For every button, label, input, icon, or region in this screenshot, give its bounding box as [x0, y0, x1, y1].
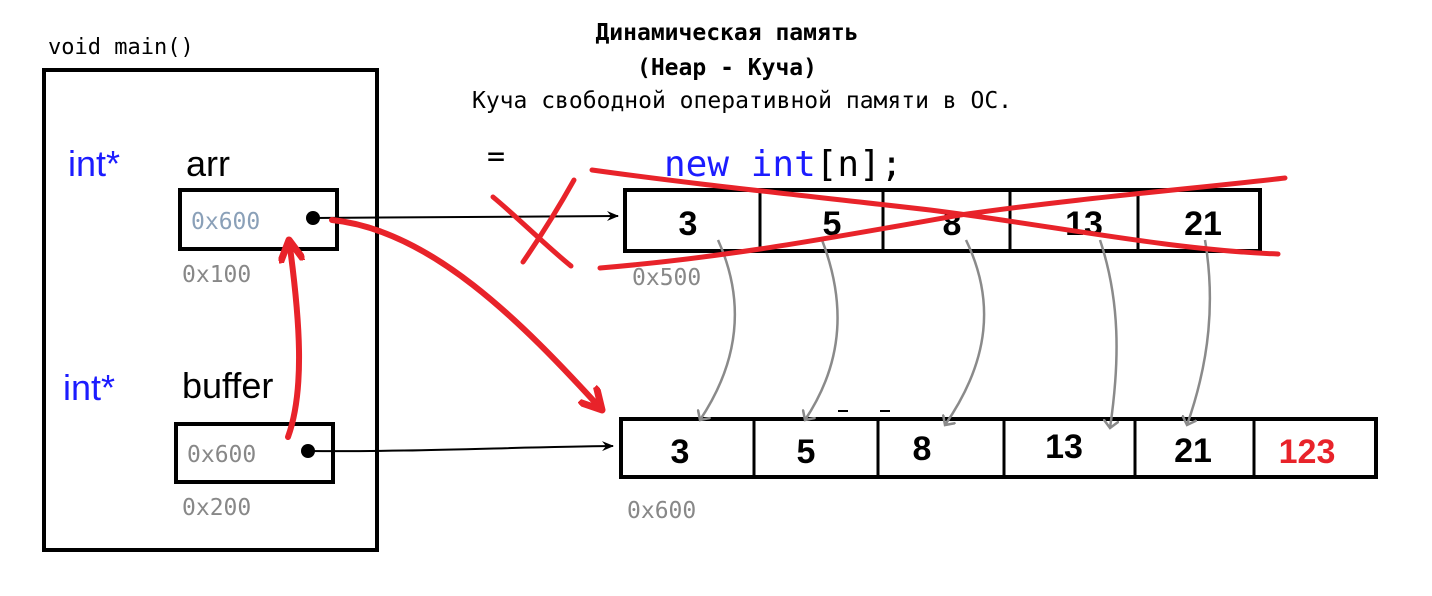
keyword-new: new: [664, 144, 729, 185]
buffer-address: 0x200: [182, 495, 251, 521]
assign-equals: =: [487, 139, 505, 174]
copy-arrow: [1098, 239, 1117, 428]
new-cell-value: 3: [671, 433, 690, 471]
cross-out-old-array: [597, 175, 1288, 271]
arr-address: 0x100: [182, 262, 251, 288]
copy-arrow: [805, 239, 839, 420]
buffer-pointer-arrow: [307, 441, 614, 453]
keyword-int: int: [751, 144, 816, 185]
new-array-box: [619, 417, 1378, 479]
old-cell-value: 21: [1184, 205, 1222, 243]
copy-arrow: [1187, 239, 1212, 425]
copy-arrow: [700, 239, 737, 420]
stack-frame: [42, 68, 379, 552]
new-cell-value-highlight: 123: [1279, 433, 1336, 471]
new-array-address: 0x600: [627, 498, 696, 524]
new-cell-value: 21: [1174, 432, 1212, 470]
expression-rest: [n];: [816, 144, 903, 185]
old-array-box: [623, 188, 1262, 253]
new-cell-value: 13: [1045, 428, 1083, 466]
new-cell-value: 8: [913, 430, 932, 468]
arr-pointer-arrow: [312, 211, 619, 222]
heading-description: Куча свободной оперативной памяти в ОС.: [472, 88, 1012, 114]
heading-title: Динамическая память: [595, 20, 858, 46]
buffer-cell: [174, 422, 335, 484]
new-expression: new int[n];: [664, 144, 902, 185]
cross-out-mark: [490, 194, 574, 269]
buffer-value: 0x600: [187, 442, 256, 468]
arr-type: int*: [68, 143, 120, 184]
buffer-name: buffer: [182, 365, 273, 406]
cross-out-mark: [520, 177, 577, 265]
old-array-address: 0x500: [632, 265, 701, 291]
heading-subtitle: (Heap - Куча): [637, 55, 817, 81]
buffer-type: int*: [63, 367, 115, 408]
arr-name: arr: [186, 143, 230, 184]
copy-arrow: [945, 239, 986, 425]
cross-out-old-array: [589, 167, 1281, 257]
old-cell-value: 13: [1065, 205, 1103, 243]
buffer-to-arr-arrow: [288, 240, 299, 440]
old-cell-value: 5: [823, 205, 842, 243]
arr-value: 0x600: [191, 209, 260, 235]
frame-label: void main(): [48, 35, 194, 60]
old-cell-value: 3: [679, 205, 698, 243]
new-cell-value: 5: [797, 433, 816, 471]
arr-to-new-array-arrow: [329, 217, 602, 410]
